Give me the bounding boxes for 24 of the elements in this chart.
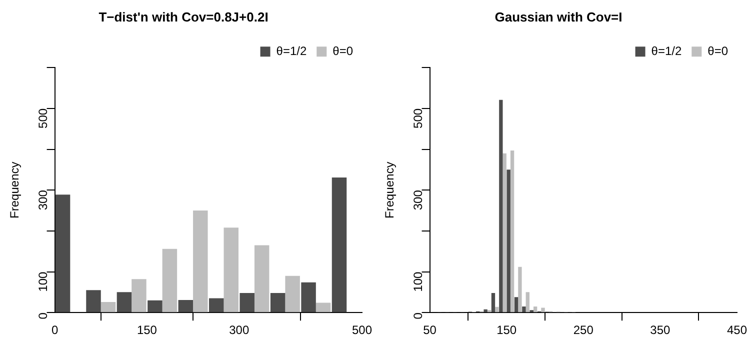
chart-title: T−dist'n with Cov=0.8J+0.2I (98, 9, 268, 24)
x-tick-label: 150 (496, 323, 517, 338)
y-tick-label: 100 (411, 271, 426, 292)
y-tick-label: 0 (36, 312, 50, 320)
y-axis-title: Frequency (8, 162, 22, 218)
y-axis-title: Frequency (382, 162, 397, 218)
y-tick-label: 300 (411, 190, 426, 210)
y-tick-label: 500 (36, 108, 50, 128)
y-tick-label: 0 (411, 312, 426, 320)
y-tick-label: 100 (36, 271, 50, 292)
legend-label: θ=1/2 (276, 44, 307, 58)
x-tick-label: 300 (229, 323, 250, 338)
legend-label: θ=1/2 (651, 44, 682, 58)
y-tick-label: 500 (411, 108, 426, 128)
legend-label: θ=0 (708, 44, 728, 58)
x-tick-label: 250 (573, 323, 594, 338)
x-tick-label: 500 (352, 323, 372, 338)
chart-title: Gaussian with Cov=I (494, 9, 622, 24)
y-tick-label: 300 (36, 190, 50, 210)
x-tick-label: 50 (423, 323, 437, 338)
x-tick-label: 150 (136, 323, 158, 338)
x-tick-label: 450 (726, 323, 748, 338)
x-tick-label: 350 (650, 323, 671, 338)
legend-label: θ=0 (332, 44, 354, 58)
